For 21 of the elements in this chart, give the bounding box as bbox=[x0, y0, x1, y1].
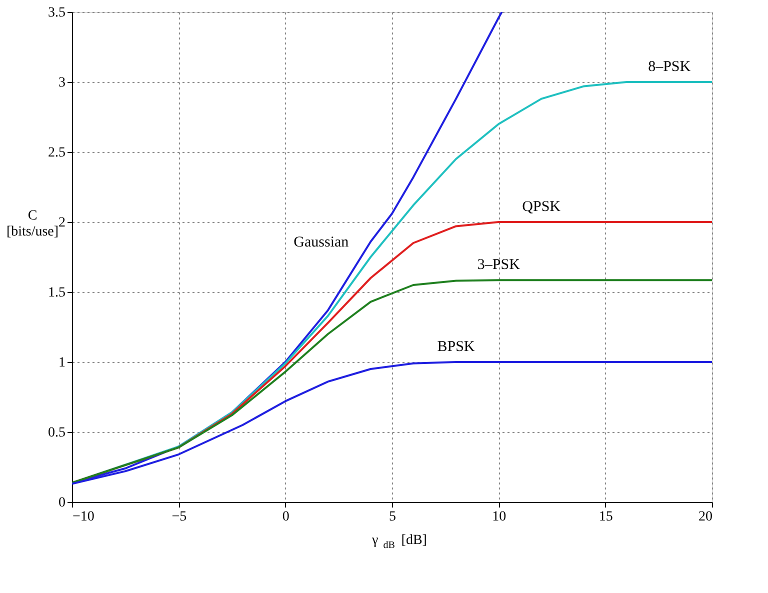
series-label: QPSK bbox=[522, 199, 561, 215]
y-tick-label: 3.5 bbox=[48, 6, 66, 20]
x-tick-label: −10 bbox=[72, 510, 94, 524]
series-label: 8–PSK bbox=[648, 59, 691, 75]
y-axis-title: C [bits/use] bbox=[6, 208, 59, 240]
x-tick-label: 5 bbox=[389, 510, 396, 524]
y-tick-label: 2.5 bbox=[48, 146, 66, 160]
y-tick-label: 2 bbox=[58, 216, 66, 230]
y-tick-label: 1.5 bbox=[48, 286, 66, 300]
y-tick-label: 0.5 bbox=[48, 426, 66, 440]
x-tick-label: 0 bbox=[282, 510, 290, 524]
x-tick-label: 15 bbox=[598, 510, 613, 524]
x-tick-label: 10 bbox=[492, 510, 506, 524]
y-tick-label: 1 bbox=[58, 356, 66, 370]
x-tick-label: 20 bbox=[698, 510, 712, 524]
x-tick-label: −5 bbox=[172, 510, 187, 524]
series-label: 3–PSK bbox=[477, 257, 520, 274]
y-tick-label: 0 bbox=[58, 496, 66, 510]
series-label: BPSK bbox=[437, 339, 475, 355]
series-label: Gaussian bbox=[294, 234, 350, 251]
y-tick-label: 3 bbox=[58, 76, 66, 90]
